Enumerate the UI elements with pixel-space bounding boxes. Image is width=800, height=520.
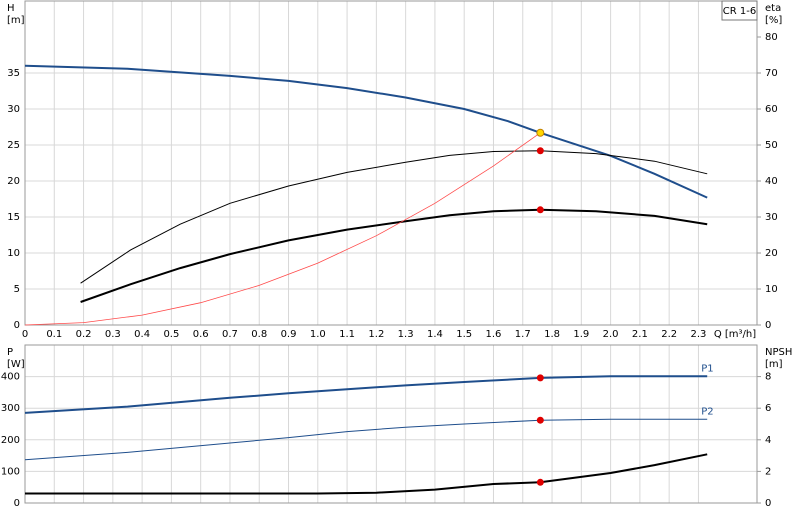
x-tick-label: 0.5 [163, 329, 179, 340]
y2-tick-label: 80 [765, 32, 778, 43]
x-tick-label: 1.9 [573, 329, 589, 340]
data-point [536, 147, 544, 155]
x-tick-label: 0.9 [281, 329, 297, 340]
y2-tick-label: 40 [765, 176, 778, 187]
y2-axis-label: eta [765, 3, 781, 14]
x-tick-label: 0.6 [193, 329, 209, 340]
x-tick-label: 2.0 [603, 329, 619, 340]
x-tick-label: 1.2 [368, 329, 384, 340]
y2-tick-label: 70 [765, 68, 778, 79]
data-point [536, 206, 544, 214]
data-point [536, 416, 544, 424]
y2-tick-label: 0 [765, 498, 771, 509]
y2-tick-label: 20 [765, 248, 778, 259]
x-tick-label: 1.0 [310, 329, 326, 340]
curve [24, 132, 541, 326]
y-tick-label: 10 [7, 248, 20, 259]
plot-frame [24, 344, 758, 504]
x-tick-label: 2.2 [661, 329, 677, 340]
x-tick-label: 1.6 [486, 329, 502, 340]
x-axis-label: Q [m³/h] [714, 329, 756, 340]
y-tick-label: 200 [1, 435, 20, 446]
y-tick-label: 300 [1, 403, 20, 414]
y2-tick-label: 60 [765, 104, 778, 115]
y-tick-label: 20 [7, 176, 20, 187]
title-box [721, 0, 758, 21]
y-tick-label: 400 [1, 372, 20, 383]
y2-axis-label: [%] [765, 15, 782, 26]
y2-tick-label: 8 [765, 372, 771, 383]
curve [25, 453, 708, 495]
y2-tick-label: 10 [765, 284, 778, 295]
x-tick-label: 1.8 [544, 329, 560, 340]
y2-axis-label: NPSH [765, 347, 792, 358]
y2-tick-label: 30 [765, 212, 778, 223]
x-tick-label: 0.2 [76, 329, 92, 340]
y-axis-label: P [7, 347, 13, 358]
x-tick-label: 1.3 [398, 329, 414, 340]
data-point [536, 128, 545, 137]
curve [24, 418, 708, 461]
y2-tick-label: 6 [765, 403, 771, 414]
y2-tick-label: 2 [765, 466, 771, 477]
curve [80, 208, 708, 303]
x-tick-label: 1.5 [456, 329, 472, 340]
y-tick-label: 15 [7, 212, 20, 223]
x-tick-label: 0.4 [134, 329, 150, 340]
x-tick-label: 1.1 [339, 329, 355, 340]
series-label: P1 [701, 363, 713, 374]
plot-area [25, 1, 757, 325]
y2-tick-label: 50 [765, 140, 778, 151]
y-tick-label: 25 [7, 140, 20, 151]
y-tick-label: 35 [7, 68, 20, 79]
y-tick-label: 0 [14, 320, 20, 331]
y-tick-label: 5 [14, 284, 20, 295]
x-tick-label: 0.7 [222, 329, 238, 340]
y2-axis-label: [m] [765, 359, 783, 370]
curve [24, 375, 708, 414]
data-point [536, 478, 544, 486]
y-axis-label: [m] [7, 15, 25, 26]
x-tick-label: 0.3 [105, 329, 121, 340]
curve [24, 64, 708, 199]
y-axis-label: H [7, 3, 15, 14]
curve [80, 150, 708, 284]
x-tick-label: 0.8 [251, 329, 267, 340]
series-label: P2 [701, 406, 713, 417]
y2-tick-label: 0 [765, 320, 771, 331]
y-tick-label: 0 [14, 498, 20, 509]
y-tick-label: 30 [7, 104, 20, 115]
x-tick-label: 0 [22, 329, 28, 340]
chart-title: CR 1-6 [723, 6, 756, 17]
x-tick-label: 0.1 [46, 329, 62, 340]
y-tick-label: 100 [1, 466, 20, 477]
x-tick-label: 1.7 [515, 329, 531, 340]
plot-frame [24, 0, 758, 326]
x-tick-label: 2.3 [690, 329, 706, 340]
y2-tick-label: 4 [765, 435, 771, 446]
y-axis-label: [W] [7, 359, 25, 370]
x-tick-label: 2.1 [632, 329, 648, 340]
data-point [536, 374, 544, 382]
x-tick-label: 1.4 [427, 329, 443, 340]
plot-area [25, 345, 757, 503]
